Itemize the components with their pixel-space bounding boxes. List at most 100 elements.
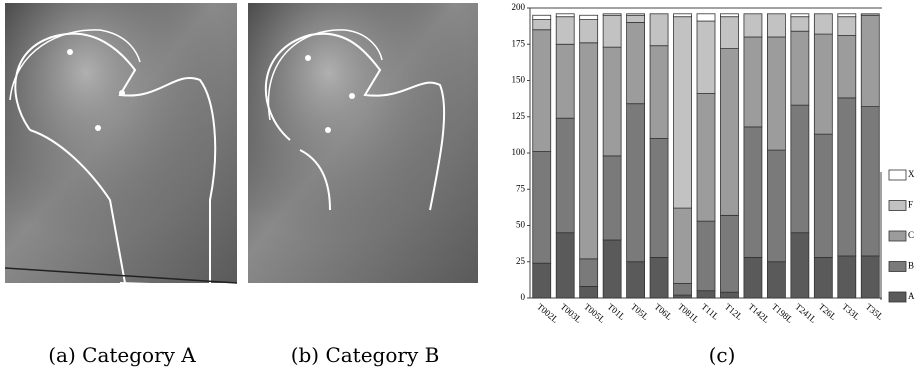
bar-segment: [697, 291, 715, 298]
y-tick-label: 200: [512, 2, 526, 12]
x-tick-label: T35L: [864, 301, 886, 322]
y-tick-label: 150: [512, 75, 526, 85]
legend-label: C: [908, 230, 914, 240]
bar-segment: [556, 14, 574, 17]
bar-segment: [838, 36, 856, 98]
x-tick-label: T081L: [676, 301, 701, 324]
bar-segment: [791, 105, 809, 233]
x-tick-label: T142L: [746, 301, 771, 324]
bar-segment: [838, 256, 856, 298]
bar-segment: [627, 262, 645, 298]
bar-segment: [791, 17, 809, 32]
bar-segment: [791, 31, 809, 105]
bar-segment: [580, 286, 598, 298]
bar-segment: [697, 21, 715, 94]
bar-segment: [650, 46, 668, 139]
bar-segment: [767, 150, 785, 262]
caption: (b) Category B: [291, 343, 440, 367]
bar-segment: [603, 14, 621, 15]
bar-segment: [838, 14, 856, 17]
legend-label: X: [908, 169, 915, 179]
bar-segment: [720, 215, 738, 292]
bar-segment: [767, 262, 785, 298]
bar-segment: [861, 107, 879, 256]
bar-segment: [720, 292, 738, 298]
bar-segment: [556, 233, 574, 298]
x-tick-label: T11L: [699, 301, 720, 321]
legend-label: F: [908, 200, 913, 210]
bar-segment: [814, 14, 832, 34]
bar-segment: [674, 295, 692, 298]
bar-segment: [838, 17, 856, 36]
bar-segment: [674, 17, 692, 208]
bar-segment: [744, 14, 762, 37]
x-tick-label: T198L: [770, 301, 795, 324]
legend-swatch: [889, 262, 906, 272]
bar-segment: [556, 44, 574, 118]
bar-segment: [533, 15, 551, 19]
xray-b: [248, 3, 478, 283]
legend-swatch: [889, 231, 906, 241]
bar-segment: [627, 23, 645, 104]
bar-segment: [697, 94, 715, 222]
legend-swatch: [889, 201, 906, 211]
bar-segment: [744, 127, 762, 258]
bar-segment: [580, 20, 598, 43]
bar-segment: [861, 15, 879, 106]
bar-segment: [533, 263, 551, 298]
bar-segment: [814, 134, 832, 257]
bar-segment: [767, 14, 785, 37]
bar-segment: [674, 14, 692, 17]
bar-segment: [627, 14, 645, 15]
bar-segment: [627, 15, 645, 22]
caption: (c): [709, 343, 736, 367]
bar-segment: [697, 14, 715, 21]
legend-swatch: [889, 170, 906, 180]
bar-segment: [838, 98, 856, 256]
y-tick-label: 125: [512, 111, 526, 121]
x-tick-label: T01L: [606, 301, 628, 322]
x-tick-label: T33L: [840, 301, 862, 322]
x-tick-label: T26L: [817, 301, 839, 322]
xray-a: [5, 3, 237, 286]
bar-segment: [580, 15, 598, 19]
y-tick-label: 25: [516, 256, 526, 266]
bar-segment: [556, 17, 574, 45]
bar-segment: [744, 257, 762, 298]
y-tick-label: 75: [516, 183, 526, 193]
x-tick-label: T12L: [723, 301, 745, 322]
y-tick-label: 100: [512, 147, 526, 157]
bar-segment: [533, 20, 551, 30]
x-tick-label: T05L: [629, 301, 651, 322]
bar-segment: [861, 256, 879, 298]
bar-segment: [861, 14, 879, 15]
bar-segment: [580, 259, 598, 287]
bar-segment: [720, 17, 738, 49]
bar-segment: [533, 152, 551, 264]
bar-segment: [603, 47, 621, 156]
x-tick-label: T241L: [793, 301, 818, 324]
legend-swatch: [889, 292, 906, 302]
legend-label: A: [908, 291, 915, 301]
bar-segment: [603, 15, 621, 47]
bar-segment: [674, 284, 692, 296]
bar-segment: [767, 37, 785, 150]
bar-segment: [720, 49, 738, 216]
legend-label: B: [908, 261, 914, 271]
x-tick-label: T06L: [652, 301, 674, 322]
bar-segment: [814, 257, 832, 298]
bar-segment: [674, 208, 692, 283]
x-tick-label: T002L: [535, 301, 560, 324]
x-tick-label: T005L: [582, 301, 607, 324]
bar-segment: [791, 14, 809, 17]
y-tick-label: 175: [512, 38, 526, 48]
caption: (a) Category A: [48, 343, 196, 367]
y-tick-label: 0: [521, 292, 526, 302]
bar-segment: [791, 233, 809, 298]
figure: (a) Category A (b) Category B (c) 025507…: [0, 0, 917, 376]
bar-segment: [603, 156, 621, 240]
bar-segment: [650, 257, 668, 298]
bar-segment: [650, 14, 668, 46]
bar-segment: [814, 34, 832, 134]
bar-segment: [650, 139, 668, 258]
